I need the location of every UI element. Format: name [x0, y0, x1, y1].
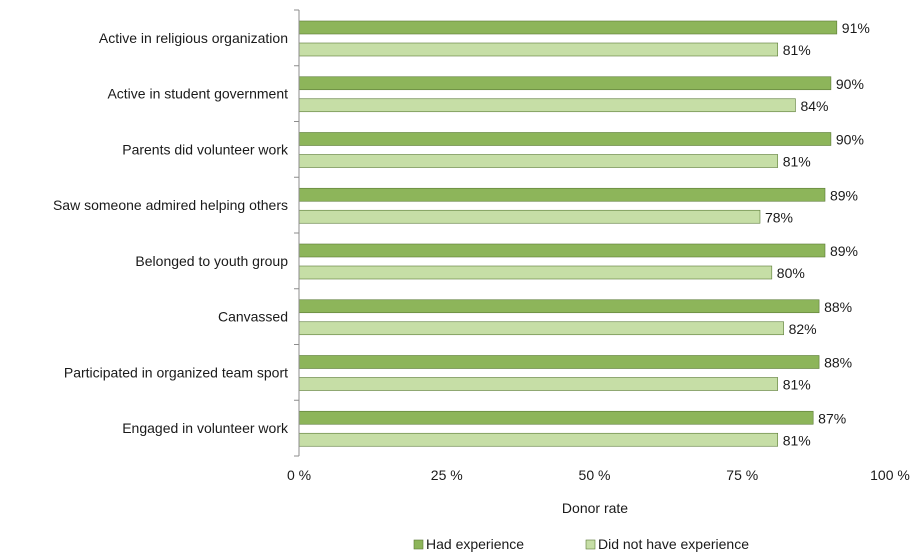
legend-label: Did not have experience — [598, 536, 749, 552]
bar-value-label: 78% — [765, 209, 793, 225]
bar-value-label: 80% — [777, 265, 805, 281]
bar-had-experience — [298, 132, 832, 146]
bar-no-experience — [298, 377, 779, 391]
bar-value-label: 81% — [783, 42, 811, 58]
x-tick-label: 50 % — [579, 467, 611, 483]
bar-had-experience — [298, 20, 838, 35]
bar-no-experience — [298, 209, 761, 224]
bar-value-label: 90% — [836, 76, 864, 92]
bar-had-experience — [298, 243, 826, 258]
bar-value-label: 81% — [783, 432, 811, 448]
x-tick-label: 0 % — [287, 467, 311, 483]
legend: Had experience Did not have experience — [413, 536, 749, 552]
bar-no-experience — [298, 42, 779, 57]
category-label: Canvassed — [218, 309, 288, 325]
x-axis-title: Donor rate — [562, 500, 628, 516]
category-label: Parents did volunteer work — [122, 141, 289, 157]
bar-value-label: 81% — [783, 377, 811, 393]
x-tick-labels: 0 % 25 % 50 % 75 % 100 % — [287, 467, 910, 483]
bar-value-label: 88% — [824, 299, 852, 315]
bar-value-label: 82% — [789, 321, 817, 337]
bar-value-label: 88% — [824, 355, 852, 371]
value-labels: 91% 81% 90% 84% 90% 81% 89% 78% 89% 80% 88% 82% 88% 8… — [765, 20, 870, 448]
bar-had-experience — [298, 355, 820, 369]
x-tick-label: 25 % — [431, 467, 463, 483]
bar-value-label: 81% — [783, 154, 811, 170]
category-label: Active in religious organization — [99, 30, 288, 46]
axes — [294, 9, 300, 457]
bar-had-experience — [298, 299, 820, 314]
bar-value-label: 89% — [830, 243, 858, 259]
bar-value-label: 84% — [800, 98, 828, 114]
category-label: Belonged to youth group — [135, 253, 288, 269]
bar-value-label: 90% — [836, 132, 864, 148]
bar-value-label: 87% — [818, 410, 846, 426]
legend-swatch — [585, 539, 596, 550]
category-label: Active in student government — [107, 86, 288, 102]
bars — [298, 20, 838, 447]
x-tick-label: 75 % — [726, 467, 758, 483]
bar-no-experience — [298, 98, 796, 113]
bar-had-experience — [298, 187, 826, 202]
bar-had-experience — [298, 76, 832, 91]
bar-value-label: 91% — [842, 20, 870, 36]
bar-no-experience — [298, 154, 779, 168]
category-label: Participated in organized team sport — [64, 364, 288, 380]
x-tick-label: 100 % — [870, 467, 910, 483]
bar-no-experience — [298, 265, 773, 280]
bar-had-experience — [298, 410, 814, 425]
category-labels: Active in religious organization Active i… — [53, 30, 289, 436]
bar-no-experience — [298, 321, 784, 336]
legend-swatch — [413, 539, 424, 550]
bar-value-label: 89% — [830, 187, 858, 203]
legend-label: Had experience — [426, 536, 524, 552]
category-label: Saw someone admired helping others — [53, 197, 288, 213]
bar-no-experience — [298, 432, 779, 447]
category-label: Engaged in volunteer work — [122, 420, 289, 436]
